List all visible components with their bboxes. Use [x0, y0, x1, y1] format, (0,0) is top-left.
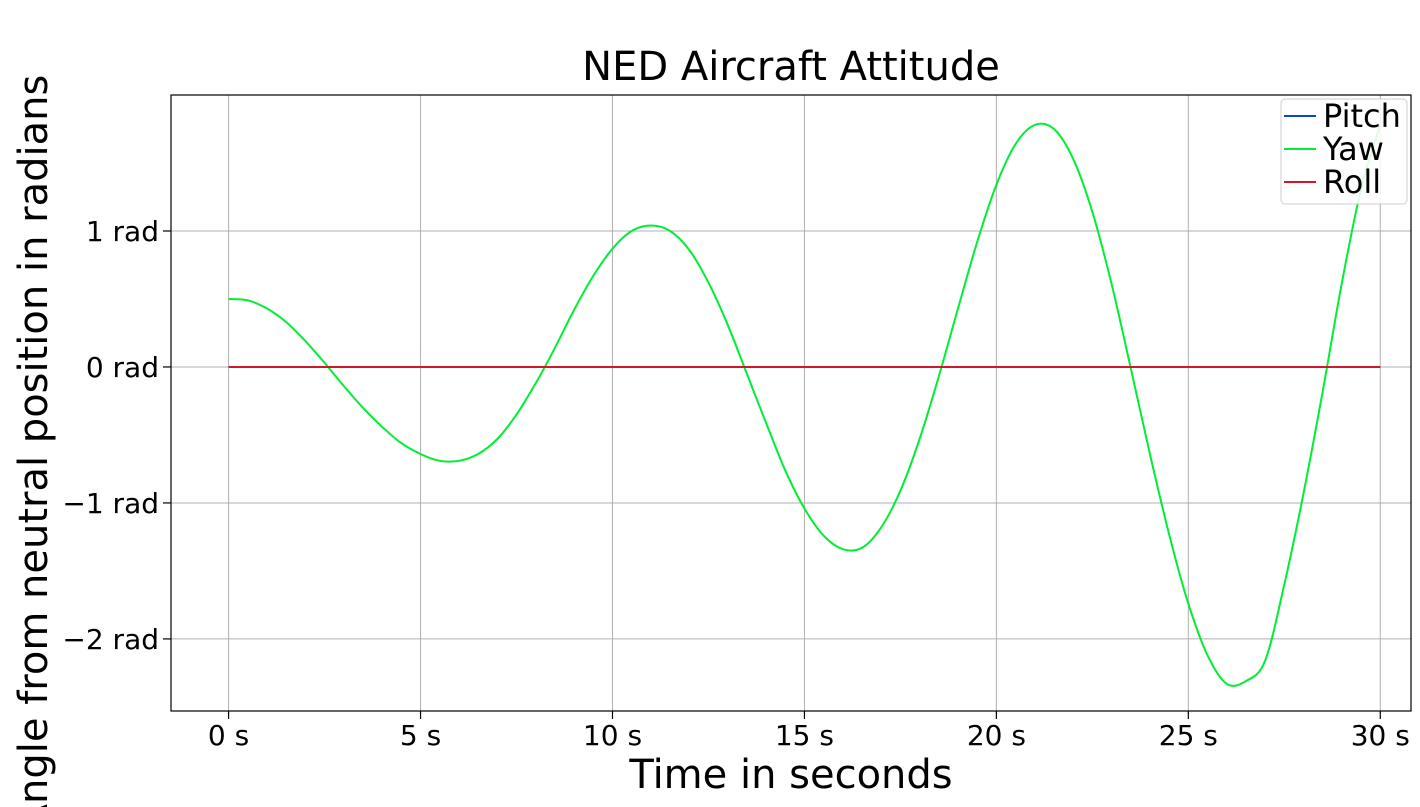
- y-tick-label-3: −2 rad: [62, 623, 159, 656]
- legend-label-pitch: Pitch: [1323, 97, 1401, 135]
- x-tick-label-4: 20 s: [967, 719, 1026, 752]
- x-tick-label-6: 30 s: [1351, 719, 1410, 752]
- plot-frame: [170, 94, 1412, 712]
- y-tick-label-2: −1 rad: [62, 487, 159, 520]
- legend-item-roll[interactable]: Roll: [1284, 163, 1381, 201]
- x-tick-label-3: 15 s: [775, 719, 834, 752]
- x-axis-label: Time in seconds: [628, 752, 952, 798]
- y-tick-label-0: 1 rad: [86, 215, 159, 248]
- legend-item-pitch[interactable]: Pitch: [1284, 97, 1401, 135]
- series-line-yaw: [228, 122, 1382, 687]
- legend-item-yaw[interactable]: Yaw: [1284, 130, 1384, 168]
- grid: [171, 95, 1411, 711]
- x-tick-label-5: 25 s: [1159, 719, 1218, 752]
- legend-label-roll: Roll: [1323, 163, 1381, 201]
- x-tick-label-0: 0 s: [208, 719, 249, 752]
- chart-title: NED Aircraft Attitude: [582, 44, 1000, 90]
- y-tick-label-1: 0 rad: [86, 351, 159, 384]
- x-tick-label-1: 5 s: [400, 719, 441, 752]
- ticks: 0 s 5 s 10 s 15 s 20 s 25 s 30 s 1 rad 0 rad −1 r…: [62, 215, 1409, 752]
- legend-label-yaw: Yaw: [1322, 130, 1384, 168]
- legend-box: [1280, 98, 1408, 205]
- x-tick-label-2: 10 s: [583, 719, 642, 752]
- y-axis-label: Angle from neutral position in radians: [11, 75, 57, 807]
- series-group: [228, 122, 1382, 687]
